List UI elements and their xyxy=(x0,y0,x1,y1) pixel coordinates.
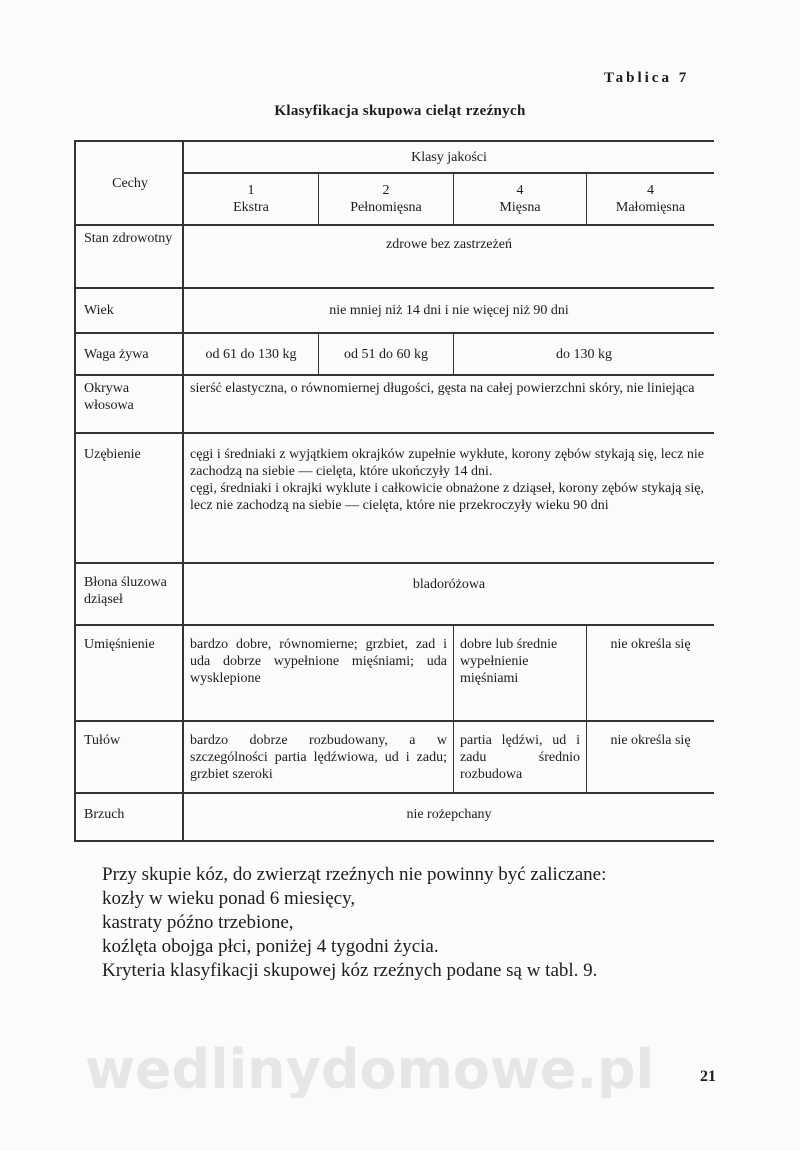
table-title: Klasyfikacja skupowa cieląt rzeźnych xyxy=(274,103,526,119)
class-number: 2 xyxy=(382,183,390,198)
table-row: Okrywa włosowa sierść elastyczna, o równ… xyxy=(74,374,714,434)
table-row: Tułów bardzo dobrze rozbudowany, a w szc… xyxy=(74,720,714,794)
class-4: 4 Małomięsna xyxy=(586,172,714,226)
classification-table: Cechy Klasy jakości 1 Ekstra 2 Pełnomięsna… xyxy=(74,140,714,842)
teeth-text-1: cęgi i średniaki z wyjątkiem okrajków zu… xyxy=(190,447,704,479)
row-value: nie mniej niż 14 dni i nie więcej niż 90… xyxy=(183,287,714,334)
table-row: Stan zdrowotny zdrowe bez zastrzeżeń xyxy=(74,224,714,289)
cell: bardzo dobrze rozbudowany, a w szczególn… xyxy=(183,720,454,794)
watermark: wedlinydomowe.pl xyxy=(85,1042,655,1098)
teeth-text-2: cęgi, średniaki i okrajki wyklute i całk… xyxy=(190,481,704,513)
table-row: Wiek nie mniej niż 14 dni i nie więcej n… xyxy=(74,287,714,334)
list-item: kozły w wieku ponad 6 miesięcy, xyxy=(102,888,356,909)
cell: nie określa się xyxy=(586,624,714,722)
class-name: Małomięsna xyxy=(615,200,686,215)
class-name: Ekstra xyxy=(233,200,269,215)
row-label: Tułów xyxy=(74,720,184,794)
class-3: 4 Mięsna xyxy=(453,172,587,226)
list-item: kastraty późno trzebione, xyxy=(102,912,294,933)
cell: bardzo dobre, równomierne; grzbiet, zad … xyxy=(183,624,454,722)
row-label: Wiek xyxy=(74,287,184,334)
row-value: cęgi i średniaki z wyjątkiem okrajków zu… xyxy=(183,432,714,564)
row-label: Waga żywa xyxy=(74,332,184,376)
row-label: Uzębienie xyxy=(74,432,184,564)
table-row: Waga żywa od 61 do 130 kg od 51 do 60 kg… xyxy=(74,332,714,376)
paragraph: Przy skupie kóz, do zwierząt rzeźnych ni… xyxy=(102,864,607,885)
paragraph: Kryteria klasyfikacji skupowej kóz rzeźn… xyxy=(102,960,598,981)
row-value: zdrowe bez zastrzeżeń xyxy=(183,224,714,289)
list-item: koźlęta obojga płci, poniżej 4 tygodni ż… xyxy=(102,936,439,957)
cell: od 51 do 60 kg xyxy=(318,332,454,376)
row-value: nie rożepchany xyxy=(183,792,714,842)
header-features: Cechy xyxy=(74,140,184,226)
class-number: 4 xyxy=(516,183,524,198)
cell: partia lędźwi, ud i zadu średnio rozbudo… xyxy=(453,720,587,794)
class-name: Mięsna xyxy=(499,200,541,215)
class-name: Pełnomięsna xyxy=(350,200,422,215)
row-value: sierść elastyczna, o równomiernej długoś… xyxy=(183,374,714,434)
table-row: Błona śluzowa dziąseł bladoróżowa xyxy=(74,562,714,626)
class-2: 2 Pełnomięsna xyxy=(318,172,454,226)
page-number: 21 xyxy=(700,1068,716,1085)
row-label: Błona śluzowa dziąseł xyxy=(74,562,184,626)
row-label: Okrywa włosowa xyxy=(74,374,184,434)
row-value: bladoróżowa xyxy=(183,562,714,626)
row-label: Brzuch xyxy=(74,792,184,842)
cell: dobre lub średnie wypełnienie mięśniami xyxy=(453,624,587,722)
body-text: Przy skupie kóz, do zwierząt rzeźnych ni… xyxy=(82,863,714,983)
cell: do 130 kg xyxy=(453,332,714,376)
class-number: 4 xyxy=(647,183,654,198)
cell: od 61 do 130 kg xyxy=(183,332,319,376)
row-label: Umięśnienie xyxy=(74,624,184,722)
table-row: Uzębienie cęgi i średniaki z wyjątkiem o… xyxy=(74,432,714,564)
row-label: Stan zdrowotny xyxy=(74,224,184,289)
table-row: Umięśnienie bardzo dobre, równomierne; g… xyxy=(74,624,714,722)
table-row: Brzuch nie rożepchany xyxy=(74,792,714,842)
class-number: 1 xyxy=(247,183,255,198)
header-quality-classes: Klasy jakości xyxy=(183,140,714,174)
cell: nie określa się xyxy=(586,720,714,794)
table-number: Tablica 7 xyxy=(604,70,690,86)
class-1: 1 Ekstra xyxy=(183,172,319,226)
